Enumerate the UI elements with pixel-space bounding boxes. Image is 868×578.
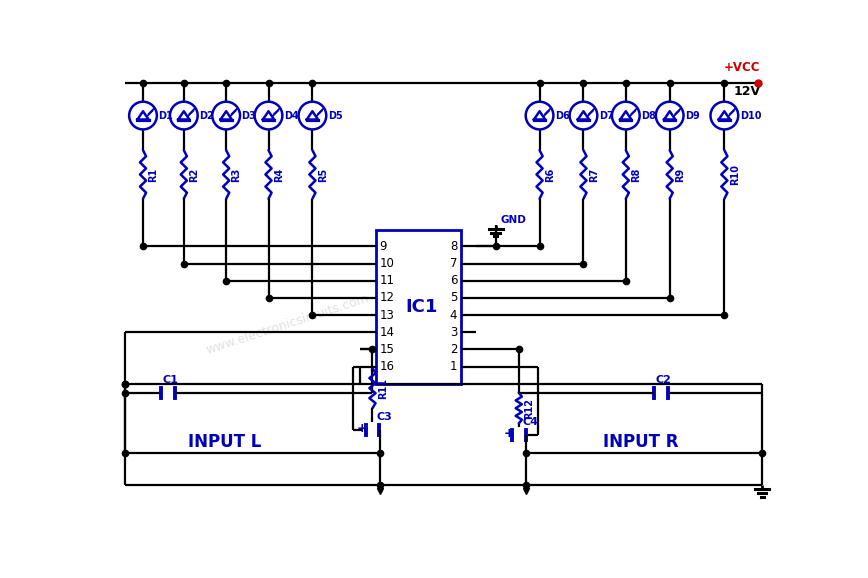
Text: 5: 5 [450,291,457,305]
Text: R5: R5 [318,168,328,181]
Text: R1: R1 [148,168,158,181]
Text: C1: C1 [162,375,178,385]
Text: 11: 11 [379,275,394,287]
Text: +VCC: +VCC [724,61,760,74]
Text: 3: 3 [450,326,457,339]
Text: IC1: IC1 [405,298,437,316]
Text: R8: R8 [631,167,641,181]
Text: C3: C3 [377,412,392,422]
Text: GND: GND [500,216,526,225]
Text: D10: D10 [740,112,761,121]
Text: D1: D1 [158,112,173,121]
Text: INPUT L: INPUT L [187,433,261,451]
Text: 2: 2 [450,343,457,356]
Text: R7: R7 [589,168,599,181]
Text: R3: R3 [232,168,241,181]
Text: 8: 8 [450,240,457,253]
Text: D6: D6 [555,112,569,121]
Text: D2: D2 [200,112,214,121]
Text: 15: 15 [379,343,394,356]
Text: 9: 9 [379,240,387,253]
Text: 4: 4 [450,309,457,321]
Text: +: + [503,427,514,440]
Text: www.electronicsircuits.com: www.electronicsircuits.com [205,292,371,357]
Text: 14: 14 [379,326,394,339]
Text: INPUT R: INPUT R [603,433,679,451]
Text: C4: C4 [523,417,539,427]
Text: D4: D4 [284,112,299,121]
Text: R4: R4 [274,168,284,181]
Text: D3: D3 [241,112,256,121]
Text: 12V: 12V [733,85,760,98]
Text: R12: R12 [524,398,534,418]
Text: 12: 12 [379,291,394,305]
Text: R2: R2 [189,168,200,181]
Text: D7: D7 [599,112,614,121]
Text: R6: R6 [545,168,555,181]
Text: R10: R10 [730,164,740,185]
Text: D8: D8 [641,112,656,121]
Text: 10: 10 [379,257,394,270]
Text: 13: 13 [379,309,394,321]
Text: D5: D5 [328,112,343,121]
Text: 7: 7 [450,257,457,270]
Text: +: + [357,422,368,435]
Text: 6: 6 [450,275,457,287]
Text: 1: 1 [450,360,457,373]
Bar [376,229,461,384]
Text: D9: D9 [685,112,700,121]
Text: 16: 16 [379,360,394,373]
Text: C2: C2 [655,375,671,385]
Text: R11: R11 [378,377,388,399]
Text: R9: R9 [675,168,685,181]
